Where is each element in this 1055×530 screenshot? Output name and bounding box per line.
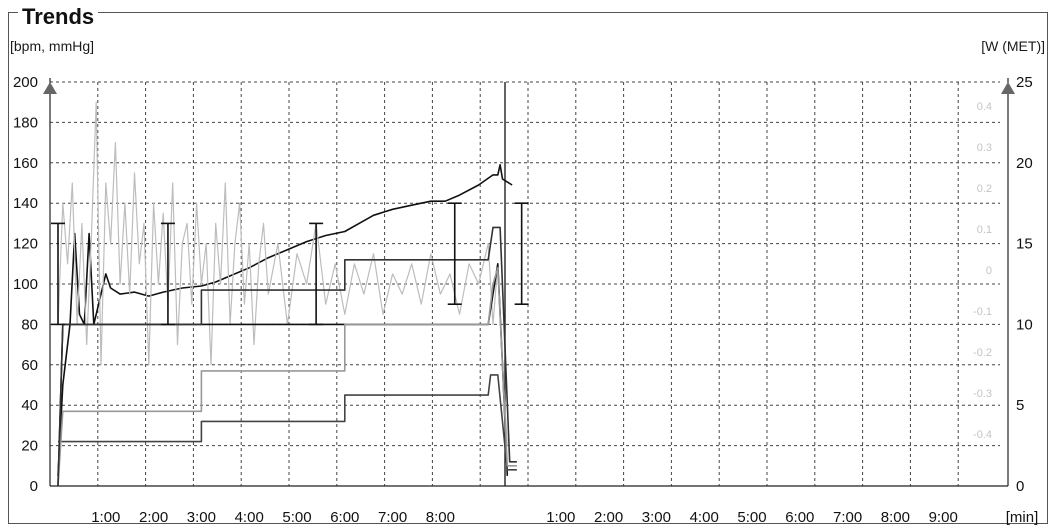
y-right-axis-label: [W (MET)] xyxy=(981,38,1045,54)
y-inner-tick-label: -0.2 xyxy=(973,347,992,359)
x-tick-label-recovery: 4:00 xyxy=(690,509,719,526)
y-right-arrow-icon xyxy=(1001,82,1015,94)
y-left-tick-label: 20 xyxy=(21,438,38,455)
y-left-tick-label: 60 xyxy=(21,357,38,374)
x-tick-label-exercise: 4:00 xyxy=(235,509,264,526)
x-tick-label-exercise: 5:00 xyxy=(282,509,311,526)
y-right-tick-label: 15 xyxy=(1016,236,1033,253)
y-left-tick-label: 160 xyxy=(13,155,38,172)
y-left-tick-label: 40 xyxy=(21,397,38,414)
y-inner-tick-label: 0.2 xyxy=(977,183,992,195)
x-tick-label-recovery: 2:00 xyxy=(594,509,623,526)
chart-title: Trends xyxy=(18,4,99,30)
tick-labels: 20018016014012010080604020025201510500.4… xyxy=(13,74,1038,526)
y-left-tick-label: 0 xyxy=(30,478,38,495)
x-tick-label-recovery: 1:00 xyxy=(546,509,575,526)
x-tick-label-exercise: 3:00 xyxy=(187,509,216,526)
y-inner-tick-label: 0.4 xyxy=(977,101,992,113)
y-inner-tick-label: 0.1 xyxy=(977,224,992,236)
series-line xyxy=(57,267,517,487)
y-inner-tick-label: -0.3 xyxy=(973,388,992,400)
axis-lines xyxy=(49,78,1009,487)
x-tick-label-exercise: 6:00 xyxy=(330,509,359,526)
y-inner-tick-label: -0.1 xyxy=(973,306,992,318)
series-line xyxy=(57,226,517,487)
x-tick-label-recovery: 7:00 xyxy=(833,509,862,526)
x-tick-label-recovery: 9:00 xyxy=(929,509,958,526)
y-left-tick-label: 120 xyxy=(13,236,38,253)
x-tick-label-exercise: 2:00 xyxy=(139,509,168,526)
y-right-tick-label: 20 xyxy=(1016,155,1033,172)
y-right-tick-label: 5 xyxy=(1016,397,1024,414)
series-line xyxy=(57,164,513,476)
x-tick-label-exercise: 8:00 xyxy=(426,509,455,526)
series-line xyxy=(57,101,508,446)
x-tick-label-recovery: 5:00 xyxy=(737,509,766,526)
x-axis-unit: [min] xyxy=(1006,509,1039,526)
y-inner-tick-label: 0 xyxy=(986,265,992,277)
x-tick-label-recovery: 6:00 xyxy=(785,509,814,526)
y-left-tick-label: 180 xyxy=(13,114,38,131)
y-left-tick-label: 200 xyxy=(13,74,38,91)
bp-bars xyxy=(51,202,529,326)
x-tick-label-recovery: 3:00 xyxy=(642,509,671,526)
y-inner-tick-label: 0.3 xyxy=(977,142,992,154)
y-right-tick-label: 25 xyxy=(1016,74,1033,91)
axis-arrows xyxy=(43,82,1015,94)
y-left-tick-label: 100 xyxy=(13,276,38,293)
x-tick-label-exercise: 1:00 xyxy=(91,509,120,526)
y-left-tick-label: 80 xyxy=(21,316,38,333)
x-tick-label-exercise: 7:00 xyxy=(378,509,407,526)
y-left-tick-label: 140 xyxy=(13,195,38,212)
y-inner-tick-label: -0.4 xyxy=(973,429,992,441)
y-left-axis-label: [bpm, mmHg] xyxy=(10,38,95,54)
trends-panel xyxy=(8,12,1048,524)
series-line xyxy=(58,374,517,471)
y-right-tick-label: 0 xyxy=(1016,478,1024,495)
series-lines xyxy=(57,101,517,487)
y-right-tick-label: 10 xyxy=(1016,316,1033,333)
y-left-arrow-icon xyxy=(43,82,57,94)
series-line xyxy=(57,263,509,487)
x-tick-label-recovery: 8:00 xyxy=(881,509,910,526)
